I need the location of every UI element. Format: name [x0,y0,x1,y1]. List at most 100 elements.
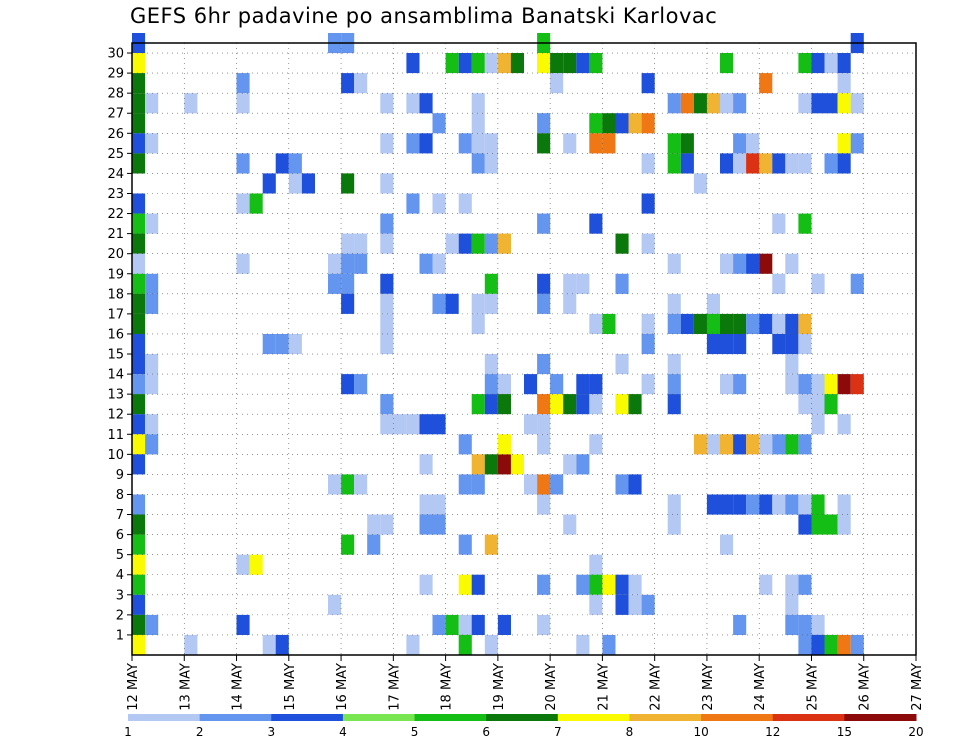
heatmap-cell [537,474,551,495]
y-tick-label: 4 [116,568,124,583]
heatmap-cell [589,574,603,595]
heatmap-cell [837,374,851,395]
heatmap-cell [811,634,825,655]
heatmap-cell [132,193,146,214]
heatmap-cell [641,594,655,615]
heatmap-cell [471,113,485,134]
heatmap-cell [589,113,603,134]
heatmap-cell [510,454,524,475]
heatmap-cell [785,153,799,174]
heatmap-cell [798,53,812,74]
heatmap-cell [132,233,146,254]
heatmap-cell [537,53,551,74]
colorbar-label: 4 [339,725,347,739]
x-tick-label: 13 MAY [178,663,193,711]
heatmap-cells [132,33,864,655]
heatmap-cell [733,153,747,174]
heatmap-cell [380,394,394,415]
x-tick-label: 14 MAY [231,663,246,711]
heatmap-cell [432,614,446,635]
heatmap-cell [576,454,590,475]
heatmap-cell [341,173,355,194]
heatmap-cell [354,233,368,254]
heatmap-cell [445,53,459,74]
heatmap-cell [772,313,786,334]
heatmap-cell [132,133,146,154]
heatmap-cell [471,53,485,74]
heatmap-cell [341,293,355,314]
heatmap-cell [236,73,250,94]
heatmap-cell [471,574,485,595]
heatmap-cell [341,374,355,395]
heatmap-cell [275,334,289,355]
heatmap-cell [785,313,799,334]
heatmap-cell [615,594,629,615]
heatmap-cell [328,273,342,294]
heatmap-cell [524,374,538,395]
heatmap-cell [785,334,799,355]
x-tick-label: 19 MAY [492,663,507,711]
heatmap-cell [798,213,812,234]
heatmap-cell [720,53,734,74]
heatmap-cell [145,273,159,294]
heatmap-cell [497,374,511,395]
colorbar-label: 12 [765,725,780,739]
heatmap-cell [132,293,146,314]
heatmap-cell [537,394,551,415]
heatmap-cell [706,313,720,334]
heatmap-cell [563,133,577,154]
y-tick-label: 9 [116,468,124,483]
heatmap-cell [759,153,773,174]
heatmap-cell [720,334,734,355]
heatmap-cell [811,93,825,114]
heatmap-cell [380,293,394,314]
heatmap-cell [550,73,564,94]
heatmap-cell [354,474,368,495]
heatmap-cell [720,434,734,455]
heatmap-cell [458,53,472,74]
heatmap-cell [484,233,498,254]
heatmap-cell [550,474,564,495]
heatmap-cell [824,394,838,415]
heatmap-cell [406,133,420,154]
heatmap-cell [145,434,159,455]
heatmap-cell [145,374,159,395]
y-tick-label: 23 [107,187,124,202]
heatmap-cell [733,253,747,274]
heatmap-cell [680,153,694,174]
colorbar-swatch [844,714,917,721]
y-tick-label: 1 [116,628,124,643]
heatmap-cell [563,514,577,535]
heatmap-cell [798,574,812,595]
colorbar-swatch [557,714,630,721]
heatmap-cell [432,193,446,214]
colorbar-swatch [128,714,201,721]
y-tick-label: 24 [107,167,124,182]
heatmap-cell [720,93,734,114]
heatmap-cell [563,394,577,415]
y-tick-label: 29 [107,67,124,82]
heatmap-cell [380,93,394,114]
colorbar-swatch [629,714,702,721]
y-tick-label: 15 [107,348,124,363]
heatmap-cell [432,293,446,314]
heatmap-cell [132,554,146,575]
heatmap-cell [132,414,146,435]
x-tick-label: 27 MAY [910,663,925,711]
heatmap-cell [132,434,146,455]
heatmap-cell [458,233,472,254]
heatmap-cell [563,53,577,74]
heatmap-cell [733,334,747,355]
heatmap-cell [132,354,146,375]
heatmap-cell [850,133,864,154]
heatmap-cell [236,614,250,635]
heatmap-cell [380,414,394,435]
heatmap-cell [693,434,707,455]
heatmap-cell [380,133,394,154]
heatmap-cell [484,273,498,294]
x-tick-label: 15 MAY [283,663,298,711]
heatmap-cell [262,334,276,355]
heatmap-cell [458,574,472,595]
heatmap-cell [458,474,472,495]
heatmap-cell [667,93,681,114]
